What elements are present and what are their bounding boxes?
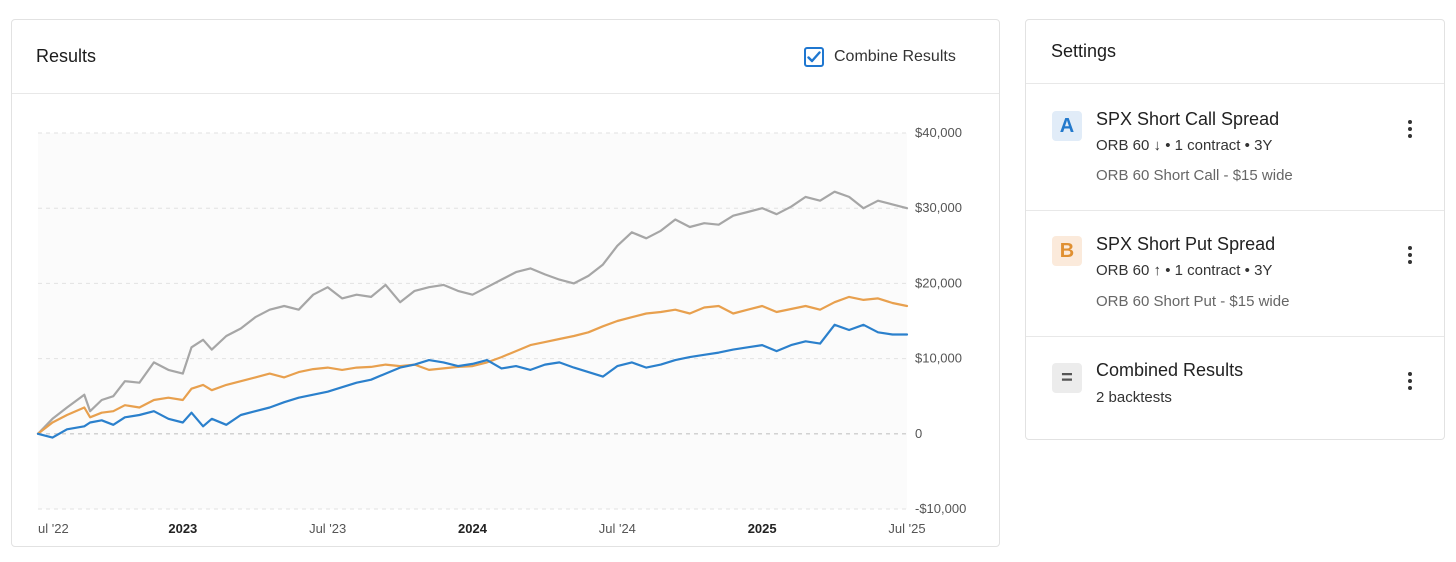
results-panel: Results Combine Results $40,000 $30,000 $2… [11, 19, 1000, 547]
x-tick-label: 2023 [168, 521, 197, 536]
setting-item-short-put[interactable]: B SPX Short Put Spread ORB 60 ↑ • 1 cont… [1026, 211, 1444, 337]
setting-item-subtitle: ORB 60 ↑ • 1 contract • 3Y [1096, 262, 1273, 279]
combine-results-toggle[interactable]: Combine Results [804, 46, 956, 68]
combined-badge: = [1052, 363, 1082, 393]
y-tick-label: -$10,000 [915, 501, 966, 516]
x-tick-label: Jul '24 [599, 521, 636, 536]
results-line-chart: $40,000 $30,000 $20,000 $10,000 0 -$10,000 ul… [36, 125, 966, 536]
x-tick-label: 2025 [748, 521, 777, 536]
combine-results-checkbox[interactable] [804, 47, 824, 67]
setting-item-short-call[interactable]: A SPX Short Call Spread ORB 60 ↓ • 1 con… [1026, 84, 1444, 211]
series-line-spx-short-call-spread[interactable] [36, 323, 909, 439]
y-tick-label: $40,000 [915, 125, 962, 140]
setting-item-title: SPX Short Call Spread [1096, 109, 1280, 129]
x-tick-label: 2024 [458, 521, 488, 536]
more-options-icon[interactable] [1402, 243, 1418, 267]
y-axis-labels: $40,000 $30,000 $20,000 $10,000 0 -$10,000 [915, 125, 966, 516]
setting-item-title: Combined Results [1096, 360, 1244, 380]
more-options-icon[interactable] [1402, 117, 1418, 141]
grid-lines [38, 132, 907, 510]
series-line-combined-results[interactable] [36, 190, 909, 435]
x-tick-label: Jul '25 [888, 521, 925, 536]
combine-results-label: Combine Results [834, 48, 956, 65]
plot-area [38, 133, 907, 509]
results-header: Results Combine Results [12, 20, 999, 94]
setting-item-subtitle: ORB 60 ↓ • 1 contract • 3Y [1096, 137, 1273, 154]
more-options-icon[interactable] [1402, 369, 1418, 393]
backtest-badge-b: B [1052, 236, 1082, 266]
setting-item-description: ORB 60 Short Call - $15 wide [1096, 167, 1293, 184]
setting-item-description: ORB 60 Short Put - $15 wide [1096, 293, 1290, 310]
results-title: Results [36, 46, 97, 66]
y-tick-label: 0 [915, 426, 922, 441]
setting-item-title: SPX Short Put Spread [1096, 234, 1276, 254]
y-tick-label: $10,000 [915, 351, 962, 366]
setting-item-subtitle: 2 backtests [1096, 389, 1172, 406]
settings-panel: Settings A SPX Short Call Spread ORB 60 … [1025, 19, 1445, 440]
x-tick-label: ul '22 [38, 521, 69, 536]
settings-title: Settings [1051, 41, 1117, 61]
backtest-badge-a: A [1052, 111, 1082, 141]
checkmark-icon [807, 51, 821, 63]
y-tick-label: $20,000 [915, 275, 962, 290]
x-axis-labels: ul '22 2023 Jul '23 2024 Jul '24 2025 Jul '25 [38, 521, 926, 536]
y-tick-label: $30,000 [915, 200, 962, 215]
settings-header: Settings [1026, 20, 1444, 84]
setting-item-combined[interactable]: = Combined Results 2 backtests [1026, 337, 1444, 437]
series-lines [36, 190, 909, 439]
x-tick-label: Jul '23 [309, 521, 346, 536]
